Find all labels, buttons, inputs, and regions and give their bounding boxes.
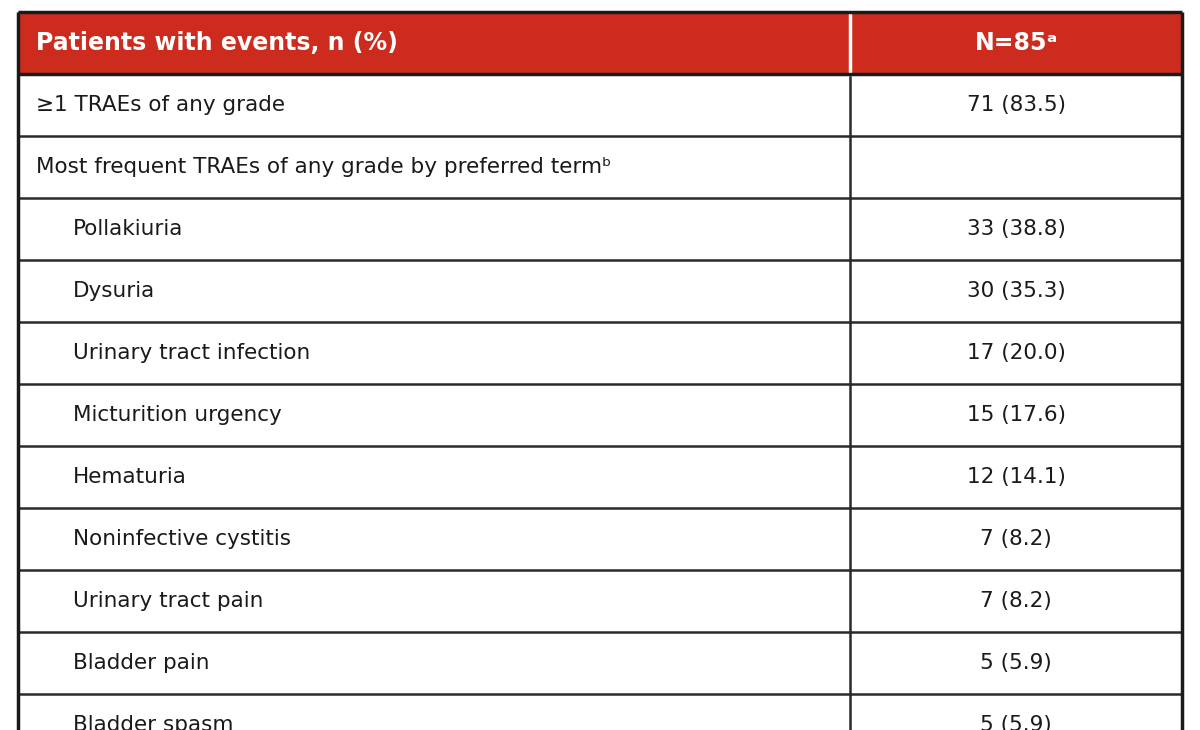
Bar xyxy=(18,508,1182,570)
Bar xyxy=(18,260,1182,322)
Text: N=85ᵃ: N=85ᵃ xyxy=(974,31,1058,55)
Text: 33 (38.8): 33 (38.8) xyxy=(967,219,1066,239)
Bar xyxy=(18,694,1182,730)
Text: 7 (8.2): 7 (8.2) xyxy=(980,529,1052,549)
Text: 5 (5.9): 5 (5.9) xyxy=(980,653,1052,673)
Text: 30 (35.3): 30 (35.3) xyxy=(967,281,1066,301)
Text: Most frequent TRAEs of any grade by preferred termᵇ: Most frequent TRAEs of any grade by pref… xyxy=(36,157,611,177)
Text: Pollakiuria: Pollakiuria xyxy=(73,219,184,239)
Text: Patients with events, n (%): Patients with events, n (%) xyxy=(36,31,398,55)
Text: Dysuria: Dysuria xyxy=(73,281,155,301)
Text: Urinary tract infection: Urinary tract infection xyxy=(73,343,311,363)
Text: Micturition urgency: Micturition urgency xyxy=(73,405,282,425)
Text: Hematuria: Hematuria xyxy=(73,467,187,487)
Bar xyxy=(18,12,1182,74)
Bar xyxy=(18,632,1182,694)
Bar xyxy=(18,384,1182,446)
Text: ≥1 TRAEs of any grade: ≥1 TRAEs of any grade xyxy=(36,95,286,115)
Bar xyxy=(18,322,1182,384)
Bar xyxy=(18,446,1182,508)
Text: Urinary tract pain: Urinary tract pain xyxy=(73,591,263,611)
Bar xyxy=(18,570,1182,632)
Text: 12 (14.1): 12 (14.1) xyxy=(967,467,1066,487)
Text: Bladder spasm: Bladder spasm xyxy=(73,715,234,730)
Text: 7 (8.2): 7 (8.2) xyxy=(980,591,1052,611)
Bar xyxy=(18,136,1182,198)
Text: Noninfective cystitis: Noninfective cystitis xyxy=(73,529,292,549)
Text: 17 (20.0): 17 (20.0) xyxy=(967,343,1066,363)
Bar xyxy=(18,198,1182,260)
Text: 5 (5.9): 5 (5.9) xyxy=(980,715,1052,730)
Text: 71 (83.5): 71 (83.5) xyxy=(967,95,1066,115)
Text: Bladder pain: Bladder pain xyxy=(73,653,210,673)
Bar xyxy=(18,74,1182,136)
Text: 15 (17.6): 15 (17.6) xyxy=(967,405,1066,425)
